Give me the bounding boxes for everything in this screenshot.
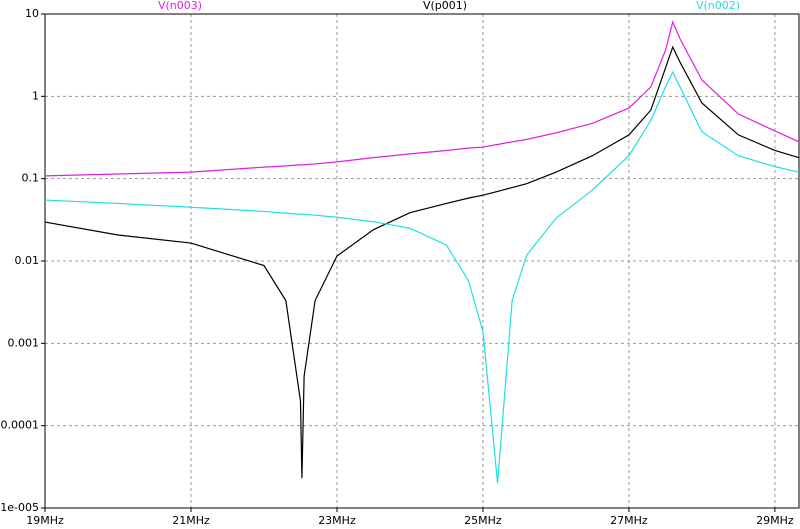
x-tick-label: 27MHz [610,514,648,527]
x-tick-label: 19MHz [26,514,64,527]
x-tick-label: 25MHz [464,514,502,527]
y-tick-label: 10 [25,7,39,20]
series-line [44,45,800,479]
legend-entry: V(n003) [158,0,202,12]
x-tick-label: 23MHz [318,514,356,527]
y-tick-label: 0.01 [15,254,40,267]
y-tick-label: 0.0001 [1,419,40,432]
x-tick-label: 29MHz [756,514,794,527]
legend-entry: V(p001) [423,0,467,12]
y-tick-label: 0.001 [8,336,40,349]
x-tick-label: 21MHz [172,514,210,527]
plot-frame [44,13,800,509]
series-line [44,20,800,177]
legend-entry: V(n002) [696,0,740,12]
y-tick-label: 1 [32,89,39,102]
series-line [44,70,800,484]
y-tick-label: 1e-005 [0,501,39,514]
y-tick-label: 0.1 [22,172,40,185]
